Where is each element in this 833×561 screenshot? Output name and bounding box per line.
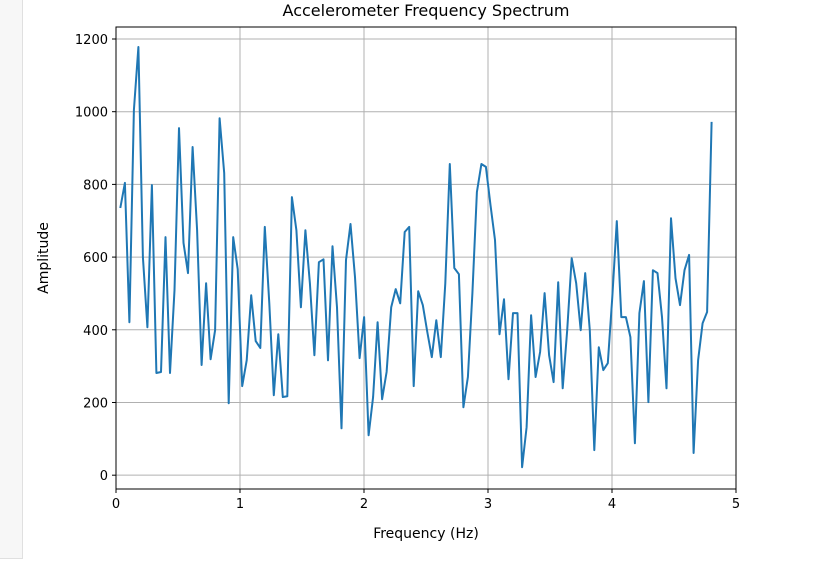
y-tick-label: 400 — [83, 324, 108, 339]
y-tick-label: 1200 — [75, 33, 108, 48]
grid — [115, 27, 737, 489]
series-line-spectrum — [119, 46, 713, 469]
y-axis-label: Amplitude — [36, 222, 52, 294]
y-tick-label: 600 — [83, 251, 108, 266]
notebook-gutter — [0, 0, 23, 559]
x-tick-label: 4 — [608, 497, 616, 512]
chart-title: Accelerometer Frequency Spectrum — [283, 1, 570, 20]
y-tick-label: 800 — [83, 178, 108, 193]
y-tick-label: 1000 — [75, 106, 108, 121]
x-axis-label: Frequency (Hz) — [373, 526, 479, 542]
plot-frame — [115, 26, 737, 490]
x-tick-label: 1 — [236, 497, 244, 512]
x-tick-label: 3 — [484, 497, 492, 512]
x-tick-label: 5 — [732, 497, 740, 512]
axis-ticks: 0 1 2 3 4 5 0 200 400 600 800 1000 1200 — [75, 33, 740, 512]
x-tick-label: 0 — [112, 497, 120, 512]
y-tick-label: 200 — [83, 396, 108, 411]
x-tick-label: 2 — [360, 497, 368, 512]
y-tick-label: 0 — [100, 469, 108, 484]
